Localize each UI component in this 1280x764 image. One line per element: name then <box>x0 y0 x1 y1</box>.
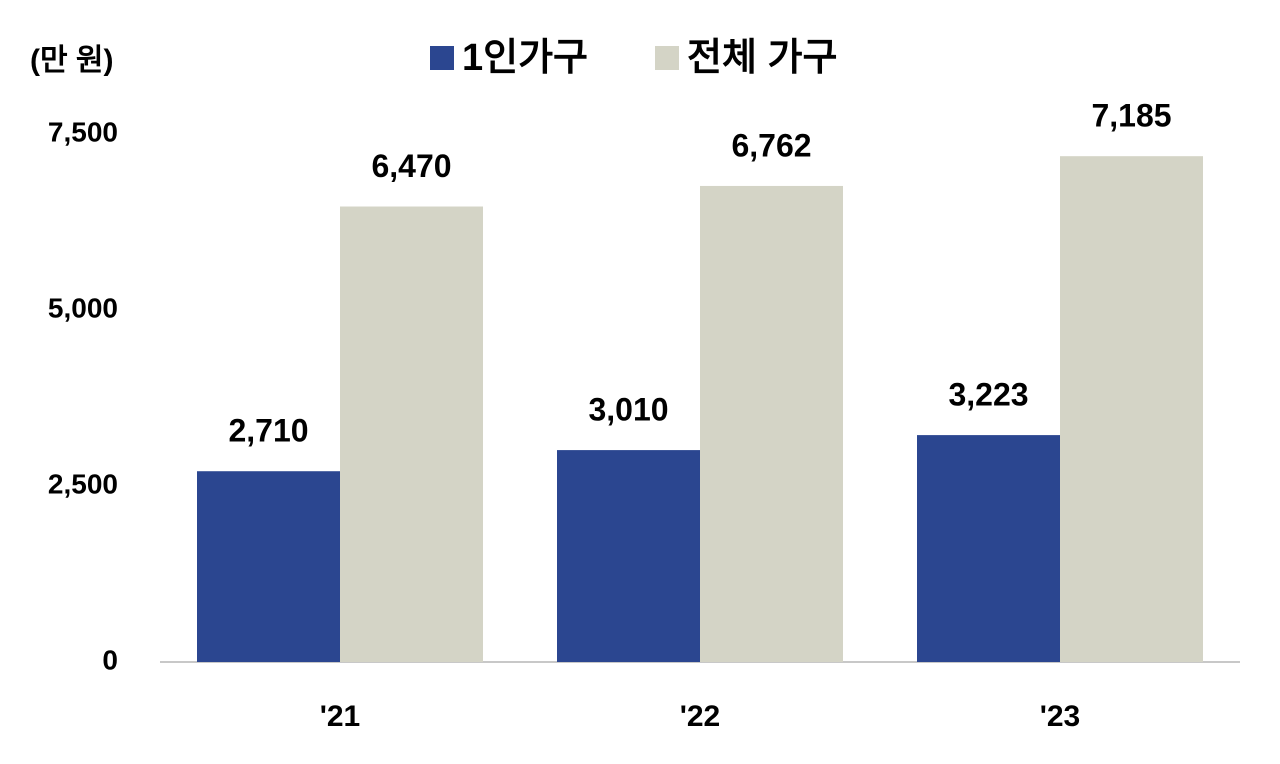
value-label: 2,710 <box>228 413 308 449</box>
bar <box>700 185 843 662</box>
x-tick-label: '23 <box>1040 700 1081 733</box>
x-tick-label: '22 <box>680 700 721 733</box>
legend-label: 전체 가구 <box>687 37 837 79</box>
y-tick-label: 7,500 <box>48 116 118 147</box>
value-label: 6,762 <box>731 127 811 163</box>
unit-label: (만 원) <box>30 44 114 77</box>
legend-swatch <box>430 46 454 70</box>
value-label: 3,223 <box>948 377 1028 413</box>
legend-swatch <box>655 46 679 70</box>
bar <box>557 450 700 662</box>
y-tick-label: 2,500 <box>48 468 118 499</box>
bar <box>340 206 483 662</box>
x-tick-label: '21 <box>320 700 361 733</box>
bar <box>197 471 340 662</box>
value-label: 3,010 <box>588 392 668 428</box>
bar <box>1060 156 1203 662</box>
bar <box>917 435 1060 662</box>
legend-label: 1인가구 <box>462 37 588 79</box>
y-tick-label: 5,000 <box>48 292 118 323</box>
y-tick-label: 0 <box>102 644 118 675</box>
value-label: 7,185 <box>1091 98 1171 134</box>
value-label: 6,470 <box>371 148 451 184</box>
